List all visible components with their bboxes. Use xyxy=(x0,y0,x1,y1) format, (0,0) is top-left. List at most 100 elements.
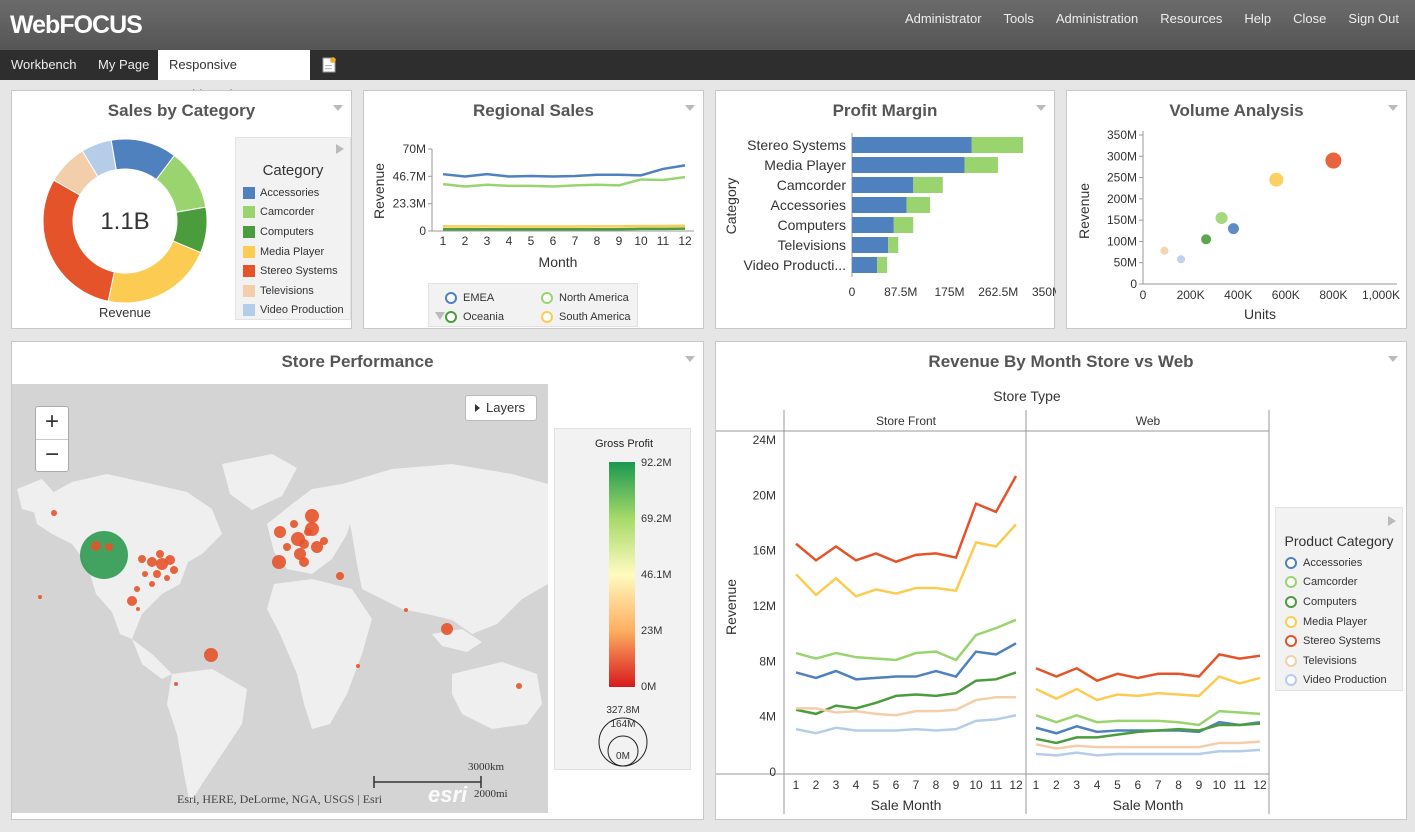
legend-item-video-production[interactable]: Video Production xyxy=(1285,671,1387,691)
map-marker[interactable] xyxy=(105,543,113,551)
map-marker[interactable] xyxy=(299,539,309,549)
map-marker[interactable] xyxy=(91,541,101,551)
map-marker[interactable] xyxy=(165,555,175,565)
map-marker[interactable] xyxy=(149,581,155,587)
panel-menu-icon[interactable] xyxy=(1388,105,1398,111)
map-marker[interactable] xyxy=(320,537,328,545)
map-marker[interactable] xyxy=(80,531,128,579)
series-line-emea[interactable] xyxy=(442,164,686,178)
legend-item-media-player[interactable]: Media Player xyxy=(1285,612,1387,632)
map-marker[interactable] xyxy=(294,548,306,560)
map-marker[interactable] xyxy=(311,541,323,553)
map-marker[interactable] xyxy=(136,607,140,611)
store-line-televisions[interactable] xyxy=(796,696,1016,717)
map-marker[interactable] xyxy=(170,566,178,574)
nav-tools[interactable]: Tools xyxy=(1003,11,1034,26)
map-marker[interactable] xyxy=(272,555,286,569)
bar-segment[interactable] xyxy=(888,237,899,253)
store-line-camcorder[interactable] xyxy=(795,618,1017,662)
legend-item-televisions[interactable]: Televisions xyxy=(243,281,344,301)
store-line-accessories[interactable] xyxy=(795,642,1017,681)
donut-slice-media-player[interactable] xyxy=(107,240,202,304)
layers-button[interactable]: Layers xyxy=(465,395,537,421)
map-marker[interactable] xyxy=(283,543,291,551)
map-marker[interactable] xyxy=(134,586,140,592)
nav-administration[interactable]: Administration xyxy=(1055,11,1139,26)
panel-menu-icon[interactable] xyxy=(685,356,695,362)
map-marker[interactable] xyxy=(304,528,312,536)
map-marker[interactable] xyxy=(204,648,218,662)
bar-segment[interactable] xyxy=(964,157,998,173)
bar-segment[interactable] xyxy=(852,157,965,173)
bar-segment[interactable] xyxy=(852,237,889,253)
store-line-media-player[interactable] xyxy=(795,523,1017,598)
bar-segment[interactable] xyxy=(852,197,907,213)
map-marker[interactable] xyxy=(138,555,146,563)
map-marker[interactable] xyxy=(164,575,170,581)
legend-item-computers[interactable]: Computers xyxy=(1285,592,1387,612)
bar-segment[interactable] xyxy=(877,257,888,273)
tab-my-page[interactable]: My Page xyxy=(98,57,150,72)
store-line-video-production[interactable] xyxy=(795,714,1017,735)
scatter-point[interactable] xyxy=(1201,234,1212,245)
web-line-televisions[interactable] xyxy=(1035,740,1261,750)
map-marker[interactable] xyxy=(356,664,360,668)
map-marker[interactable] xyxy=(156,550,164,558)
bar-segment[interactable] xyxy=(971,137,1024,153)
map-marker[interactable] xyxy=(51,510,57,516)
legend-item-media-player[interactable]: Media Player xyxy=(243,242,344,262)
web-line-camcorder[interactable] xyxy=(1035,709,1261,727)
legend-item-video-production[interactable]: Video Production xyxy=(243,301,344,321)
bar-segment[interactable] xyxy=(852,257,878,273)
scatter-point[interactable] xyxy=(1269,172,1284,187)
series-line-south-america[interactable] xyxy=(442,224,686,228)
legend-item-televisions[interactable]: Televisions xyxy=(1285,651,1387,671)
map-marker[interactable] xyxy=(147,557,157,567)
donut-slice-video-production[interactable] xyxy=(81,139,117,178)
map-marker[interactable] xyxy=(274,526,286,538)
zoom-out-button[interactable]: − xyxy=(36,439,68,471)
store-map[interactable]: + − Layers 3000km 2000mi Esri, HERE, DeL… xyxy=(12,384,548,813)
legend-item-camcorder[interactable]: Camcorder xyxy=(1285,573,1387,593)
scatter-point[interactable] xyxy=(1215,212,1228,225)
map-marker[interactable] xyxy=(404,608,408,612)
map-marker[interactable] xyxy=(38,595,42,599)
map-marker[interactable] xyxy=(305,509,319,523)
map-marker[interactable] xyxy=(290,520,298,528)
nav-sign-out[interactable]: Sign Out xyxy=(1348,11,1399,26)
tab-workbench[interactable]: Workbench xyxy=(11,57,77,72)
legend-item-stereo-systems[interactable]: Stereo Systems xyxy=(1285,631,1387,651)
scatter-point[interactable] xyxy=(1325,152,1342,169)
legend-item-camcorder[interactable]: Camcorder xyxy=(243,203,344,223)
legend-item-stereo-systems[interactable]: Stereo Systems xyxy=(243,261,344,281)
map-marker[interactable] xyxy=(441,623,453,635)
scatter-point[interactable] xyxy=(1160,246,1169,255)
bar-segment[interactable] xyxy=(852,177,914,193)
map-marker[interactable] xyxy=(299,557,309,567)
map-marker[interactable] xyxy=(516,683,522,689)
panel-menu-icon[interactable] xyxy=(1388,356,1398,362)
web-line-computers[interactable] xyxy=(1035,722,1261,745)
bar-segment[interactable] xyxy=(913,177,943,193)
nav-help[interactable]: Help xyxy=(1244,11,1272,26)
web-line-stereo-systems[interactable] xyxy=(1035,653,1261,683)
legend-collapse-icon[interactable] xyxy=(435,312,445,320)
legend-item-accessories[interactable]: Accessories xyxy=(243,183,344,203)
nav-close[interactable]: Close xyxy=(1293,11,1327,26)
map-marker[interactable] xyxy=(127,596,137,606)
store-line-computers[interactable] xyxy=(795,671,1017,716)
legend-expand-icon[interactable] xyxy=(1388,516,1396,526)
nav-resources[interactable]: Resources xyxy=(1160,11,1223,26)
legend-expand-icon[interactable] xyxy=(336,144,344,154)
series-line-north-america[interactable] xyxy=(442,175,686,188)
map-marker[interactable] xyxy=(153,570,161,578)
nav-administrator[interactable]: Administrator xyxy=(904,11,982,26)
donut-slice-stereo-systems[interactable] xyxy=(42,179,115,302)
legend-item-accessories[interactable]: Accessories xyxy=(1285,553,1387,573)
bar-segment[interactable] xyxy=(852,137,972,153)
series-line-oceania[interactable] xyxy=(443,227,686,231)
panel-menu-icon[interactable] xyxy=(333,105,343,111)
bar-segment[interactable] xyxy=(852,217,894,233)
zoom-in-button[interactable]: + xyxy=(44,408,59,435)
panel-menu-icon[interactable] xyxy=(685,105,695,111)
